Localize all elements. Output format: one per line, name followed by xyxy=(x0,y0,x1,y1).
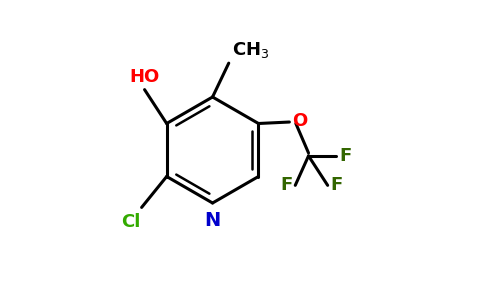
Text: O: O xyxy=(292,112,307,130)
Text: Cl: Cl xyxy=(121,213,140,231)
Text: CH$_3$: CH$_3$ xyxy=(232,40,269,60)
Text: N: N xyxy=(204,211,221,230)
Text: F: F xyxy=(331,176,343,194)
Text: F: F xyxy=(339,147,352,165)
Text: F: F xyxy=(280,176,292,194)
Text: HO: HO xyxy=(129,68,160,86)
